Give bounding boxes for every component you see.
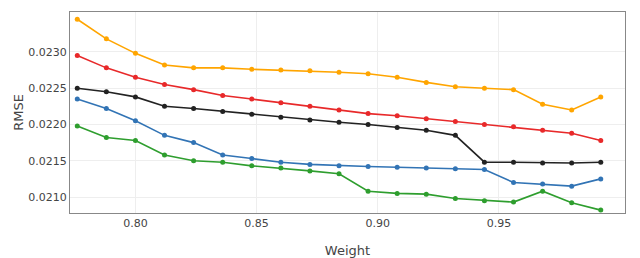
svg-text:0.0215: 0.0215 (28, 155, 67, 168)
svg-text:0.85: 0.85 (244, 217, 269, 230)
svg-text:0.0230: 0.0230 (28, 46, 67, 59)
svg-text:0.0210: 0.0210 (28, 191, 67, 204)
svg-text:0.95: 0.95 (487, 217, 512, 230)
svg-text:0.80: 0.80 (123, 217, 148, 230)
svg-text:0.0220: 0.0220 (28, 118, 67, 131)
svg-text:RMSE: RMSE (11, 94, 26, 131)
svg-text:Weight: Weight (325, 243, 370, 258)
svg-text:0.90: 0.90 (366, 217, 391, 230)
svg-text:0.0225: 0.0225 (28, 82, 67, 95)
